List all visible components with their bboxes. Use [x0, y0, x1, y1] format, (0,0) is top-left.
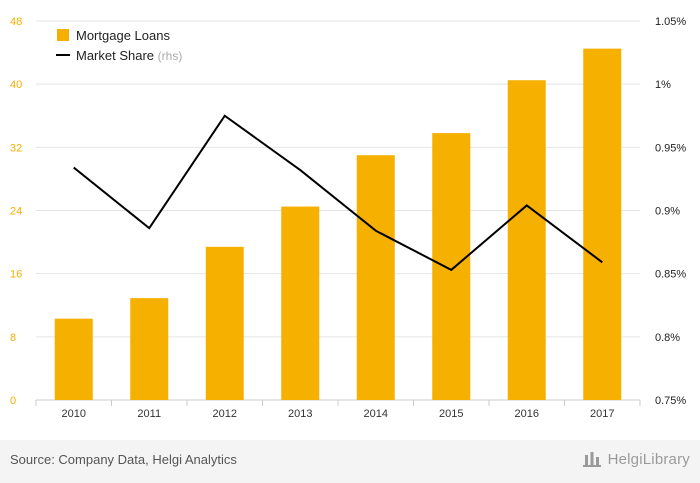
bar-mortgage-loans	[432, 133, 471, 400]
bar-mortgage-loans	[281, 206, 320, 400]
x-tick-label: 2010	[62, 408, 86, 420]
right-tick-label: 1%	[655, 79, 671, 91]
bar-mortgage-loans	[205, 246, 244, 400]
chart: 0 8 16 24 32 40 48 0.75% 0.8% 0.85% 0.9% 0.95% 1% 1.0…	[10, 16, 686, 420]
legend-label-market-share: Market Share (rhs)	[76, 48, 182, 63]
bar-mortgage-loans	[54, 318, 93, 400]
x-tick-label: 2012	[213, 408, 237, 420]
right-tick-label: 1.05%	[655, 16, 686, 28]
x-tick-label: 2011	[137, 408, 161, 420]
footer: Source: Company Data, Helgi Analytics He…	[0, 440, 700, 483]
legend-label-mortgage-loans: Mortgage Loans	[76, 28, 170, 43]
right-tick-label: 0.75%	[655, 395, 686, 407]
bar-mortgage-loans	[356, 155, 395, 400]
line-market-share	[73, 114, 603, 272]
bar-mortgage-loans	[507, 80, 546, 400]
x-tick-label: 2016	[515, 408, 539, 420]
right-tick-label: 0.95%	[655, 142, 686, 154]
x-tick-label: 2013	[288, 408, 312, 420]
brand-logo: HelgiLibrary	[582, 450, 690, 468]
library-icon	[582, 450, 602, 468]
left-tick-label: 8	[10, 332, 16, 344]
right-tick-label: 0.85%	[655, 269, 686, 281]
left-tick-label: 0	[10, 395, 16, 407]
x-tick-label: 2015	[439, 408, 463, 420]
bar-mortgage-loans	[583, 48, 622, 401]
right-tick-label: 0.8%	[655, 332, 680, 344]
left-tick-label: 32	[10, 142, 22, 154]
brand-name: HelgiLibrary	[607, 450, 690, 468]
right-tick-label: 0.9%	[655, 206, 680, 218]
left-tick-label: 16	[10, 269, 22, 281]
legend-swatch-mortgage-loans	[57, 29, 69, 41]
x-tick-label: 2014	[364, 408, 388, 420]
left-tick-label: 48	[10, 16, 22, 28]
left-tick-label: 24	[10, 206, 22, 218]
x-tick-label: 2017	[590, 408, 614, 420]
legend-rhs-note: (rhs)	[158, 49, 183, 63]
left-tick-label: 40	[10, 79, 22, 91]
source-text: Source: Company Data, Helgi Analytics	[10, 452, 237, 467]
bar-mortgage-loans	[130, 298, 169, 400]
